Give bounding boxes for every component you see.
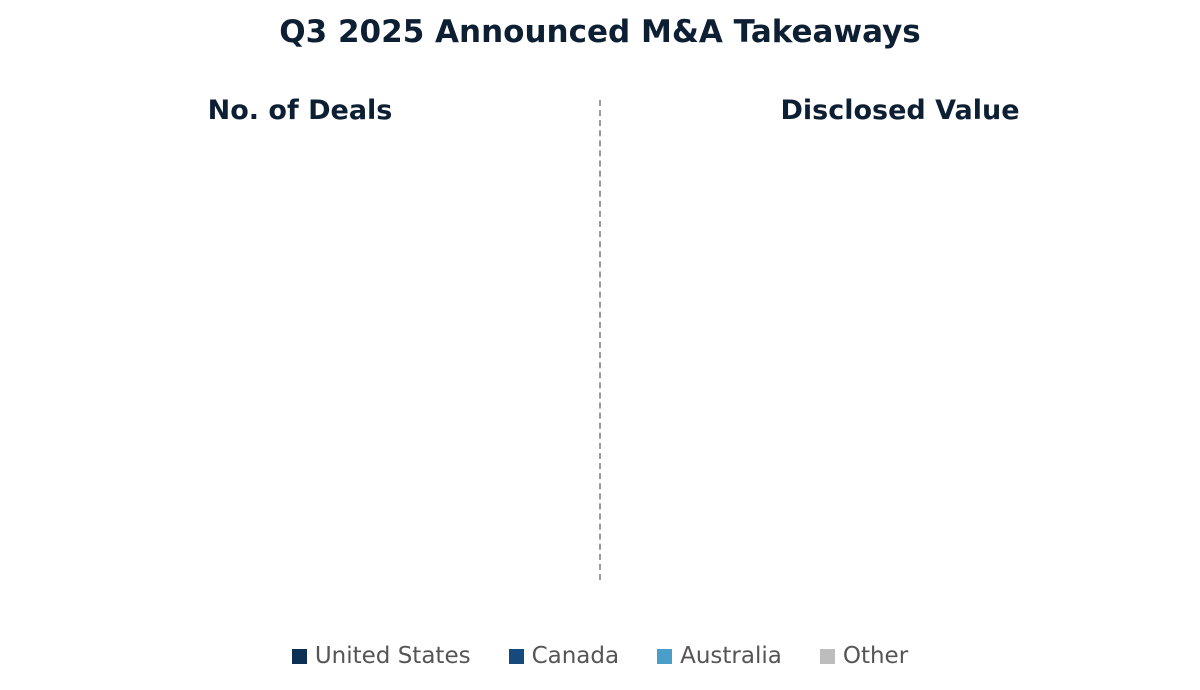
legend-swatch: [508, 648, 524, 664]
legend-label: United States: [314, 643, 471, 669]
panel-title: No. of Deals: [207, 95, 393, 126]
legend-label: Australia: [680, 643, 782, 669]
legend-swatch: [291, 648, 307, 664]
legend-item: Other: [819, 643, 909, 669]
divider: [599, 100, 601, 580]
legend-label: Other: [842, 643, 909, 669]
panel-title: Disclosed Value: [780, 95, 1020, 126]
legend-item: Australia: [657, 643, 782, 669]
legend-item: Canada: [508, 643, 620, 669]
legend-swatch: [657, 648, 673, 664]
legend-swatch: [819, 648, 835, 664]
chart-title: Q3 2025 Announced M&A Takeaways: [279, 14, 921, 50]
legend-label: Canada: [531, 643, 620, 669]
legend-item: United States: [291, 643, 471, 669]
legend: United States Canada Australia Other: [0, 643, 1200, 669]
